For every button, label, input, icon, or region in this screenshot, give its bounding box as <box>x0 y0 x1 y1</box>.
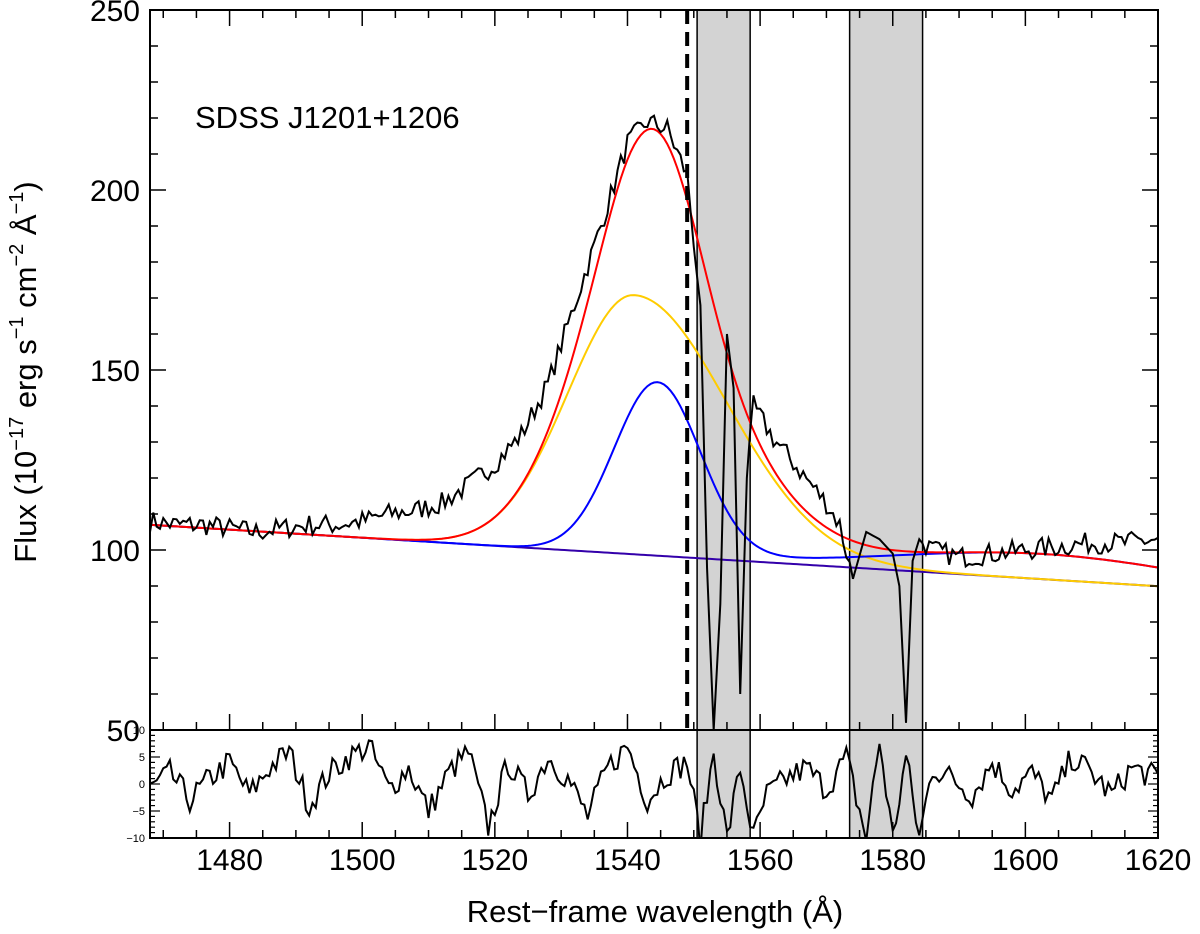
residual-y-tick-label: 0 <box>139 779 145 791</box>
x-tick-label: 1500 <box>329 844 396 877</box>
residual-y-tick-label: 10 <box>133 725 145 737</box>
y-tick-label: 50 <box>107 715 140 748</box>
x-axis-ticks: 1480 1500 1520 1540 1560 1580 1600 1620 <box>162 10 1192 877</box>
observed-spectrum-line <box>150 114 1158 730</box>
x-tick-label: 1560 <box>727 844 794 877</box>
x-tick-label: 1520 <box>461 844 528 877</box>
y-tick-label: 250 <box>90 0 140 28</box>
residual-y-tick-label: −10 <box>126 833 145 845</box>
x-tick-label: 1580 <box>859 844 926 877</box>
masked-region-1 <box>696 9 751 839</box>
y-tick-label: 200 <box>90 175 140 208</box>
masked-regions <box>696 9 924 839</box>
total-fit-line <box>150 127 1158 569</box>
narrow-component-line <box>150 381 1158 569</box>
object-name-label: SDSS J1201+1206 <box>195 100 460 135</box>
y-tick-label: 100 <box>90 535 140 568</box>
masked-region-2 <box>848 9 924 839</box>
x-tick-label: 1540 <box>594 844 661 877</box>
residual-y-tick-label: −5 <box>132 806 145 818</box>
x-tick-label: 1620 <box>1125 844 1192 877</box>
x-tick-label: 1600 <box>992 844 1059 877</box>
residual-y-tick-label: 5 <box>139 752 145 764</box>
y-tick-label: 150 <box>90 355 140 388</box>
residual-y-axis-ticks: 10 5 0 −5 −10 <box>126 725 1158 845</box>
x-axis-title: Rest−frame wavelength (Å) <box>467 894 843 929</box>
x-tick-label: 1480 <box>196 844 263 877</box>
broad-component-line <box>150 294 1158 588</box>
y-axis-ticks: 50 100 150 200 250 <box>90 0 1158 748</box>
residual-line <box>150 739 1158 838</box>
residual-panel-frame <box>149 729 1159 839</box>
y-axis-title: Flux (10−17 erg s−1 cm−2 Å−1) <box>6 181 43 562</box>
